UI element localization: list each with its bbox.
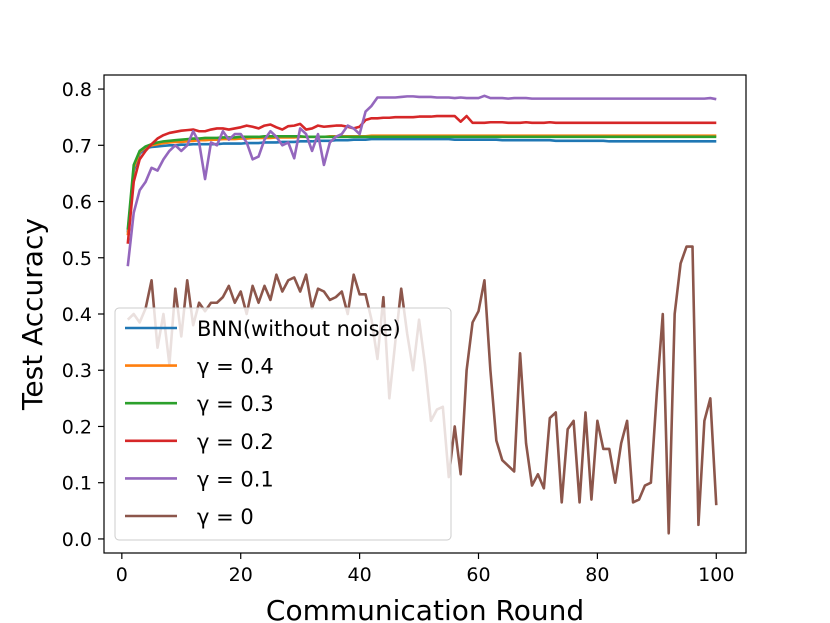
- x-tick-label: 40: [348, 564, 372, 586]
- legend-box: [114, 307, 452, 541]
- y-tick-label: 0.8: [62, 79, 92, 101]
- legend-label: BNN(without noise): [197, 317, 401, 341]
- legend-label: γ = 0.3: [197, 392, 274, 416]
- y-tick-label: 0.6: [62, 192, 92, 214]
- series-line-4: [126, 94, 717, 267]
- y-tick-label: 0.2: [62, 416, 92, 438]
- legend-label: γ = 0.2: [197, 430, 274, 454]
- legend-label: γ = 0.4: [197, 355, 274, 379]
- y-axis-title: Test Accuracy: [16, 218, 49, 411]
- x-tick-label: 0: [116, 564, 128, 586]
- legend: BNN(without noise) γ = 0.4 γ = 0.3 γ = 0.2 γ…: [114, 307, 452, 541]
- y-tick-label: 0.3: [62, 360, 92, 382]
- y-tick-label: 0.1: [62, 473, 92, 495]
- series-line-0: [126, 137, 717, 233]
- legend-label: γ = 0.1: [197, 467, 274, 491]
- x-tick-label: 60: [466, 564, 490, 586]
- y-tick-label: 0.0: [62, 529, 92, 551]
- x-axis-title: Communication Round: [266, 594, 584, 623]
- legend-label: γ = 0: [197, 505, 254, 529]
- x-tick-label: 80: [585, 564, 609, 586]
- y-tick-label: 0.7: [62, 135, 92, 157]
- axis-layer: 0 20 40 60 80 100 0.0 0.1 0.2 0.3 0.4 0.5 0.6 0.7 0.8: [62, 79, 735, 586]
- y-tick-label: 0.4: [62, 304, 92, 326]
- series-line-3: [126, 114, 717, 244]
- y-tick-label: 0.5: [62, 248, 92, 270]
- x-tick-label: 100: [698, 564, 734, 586]
- x-tick-label: 20: [229, 564, 253, 586]
